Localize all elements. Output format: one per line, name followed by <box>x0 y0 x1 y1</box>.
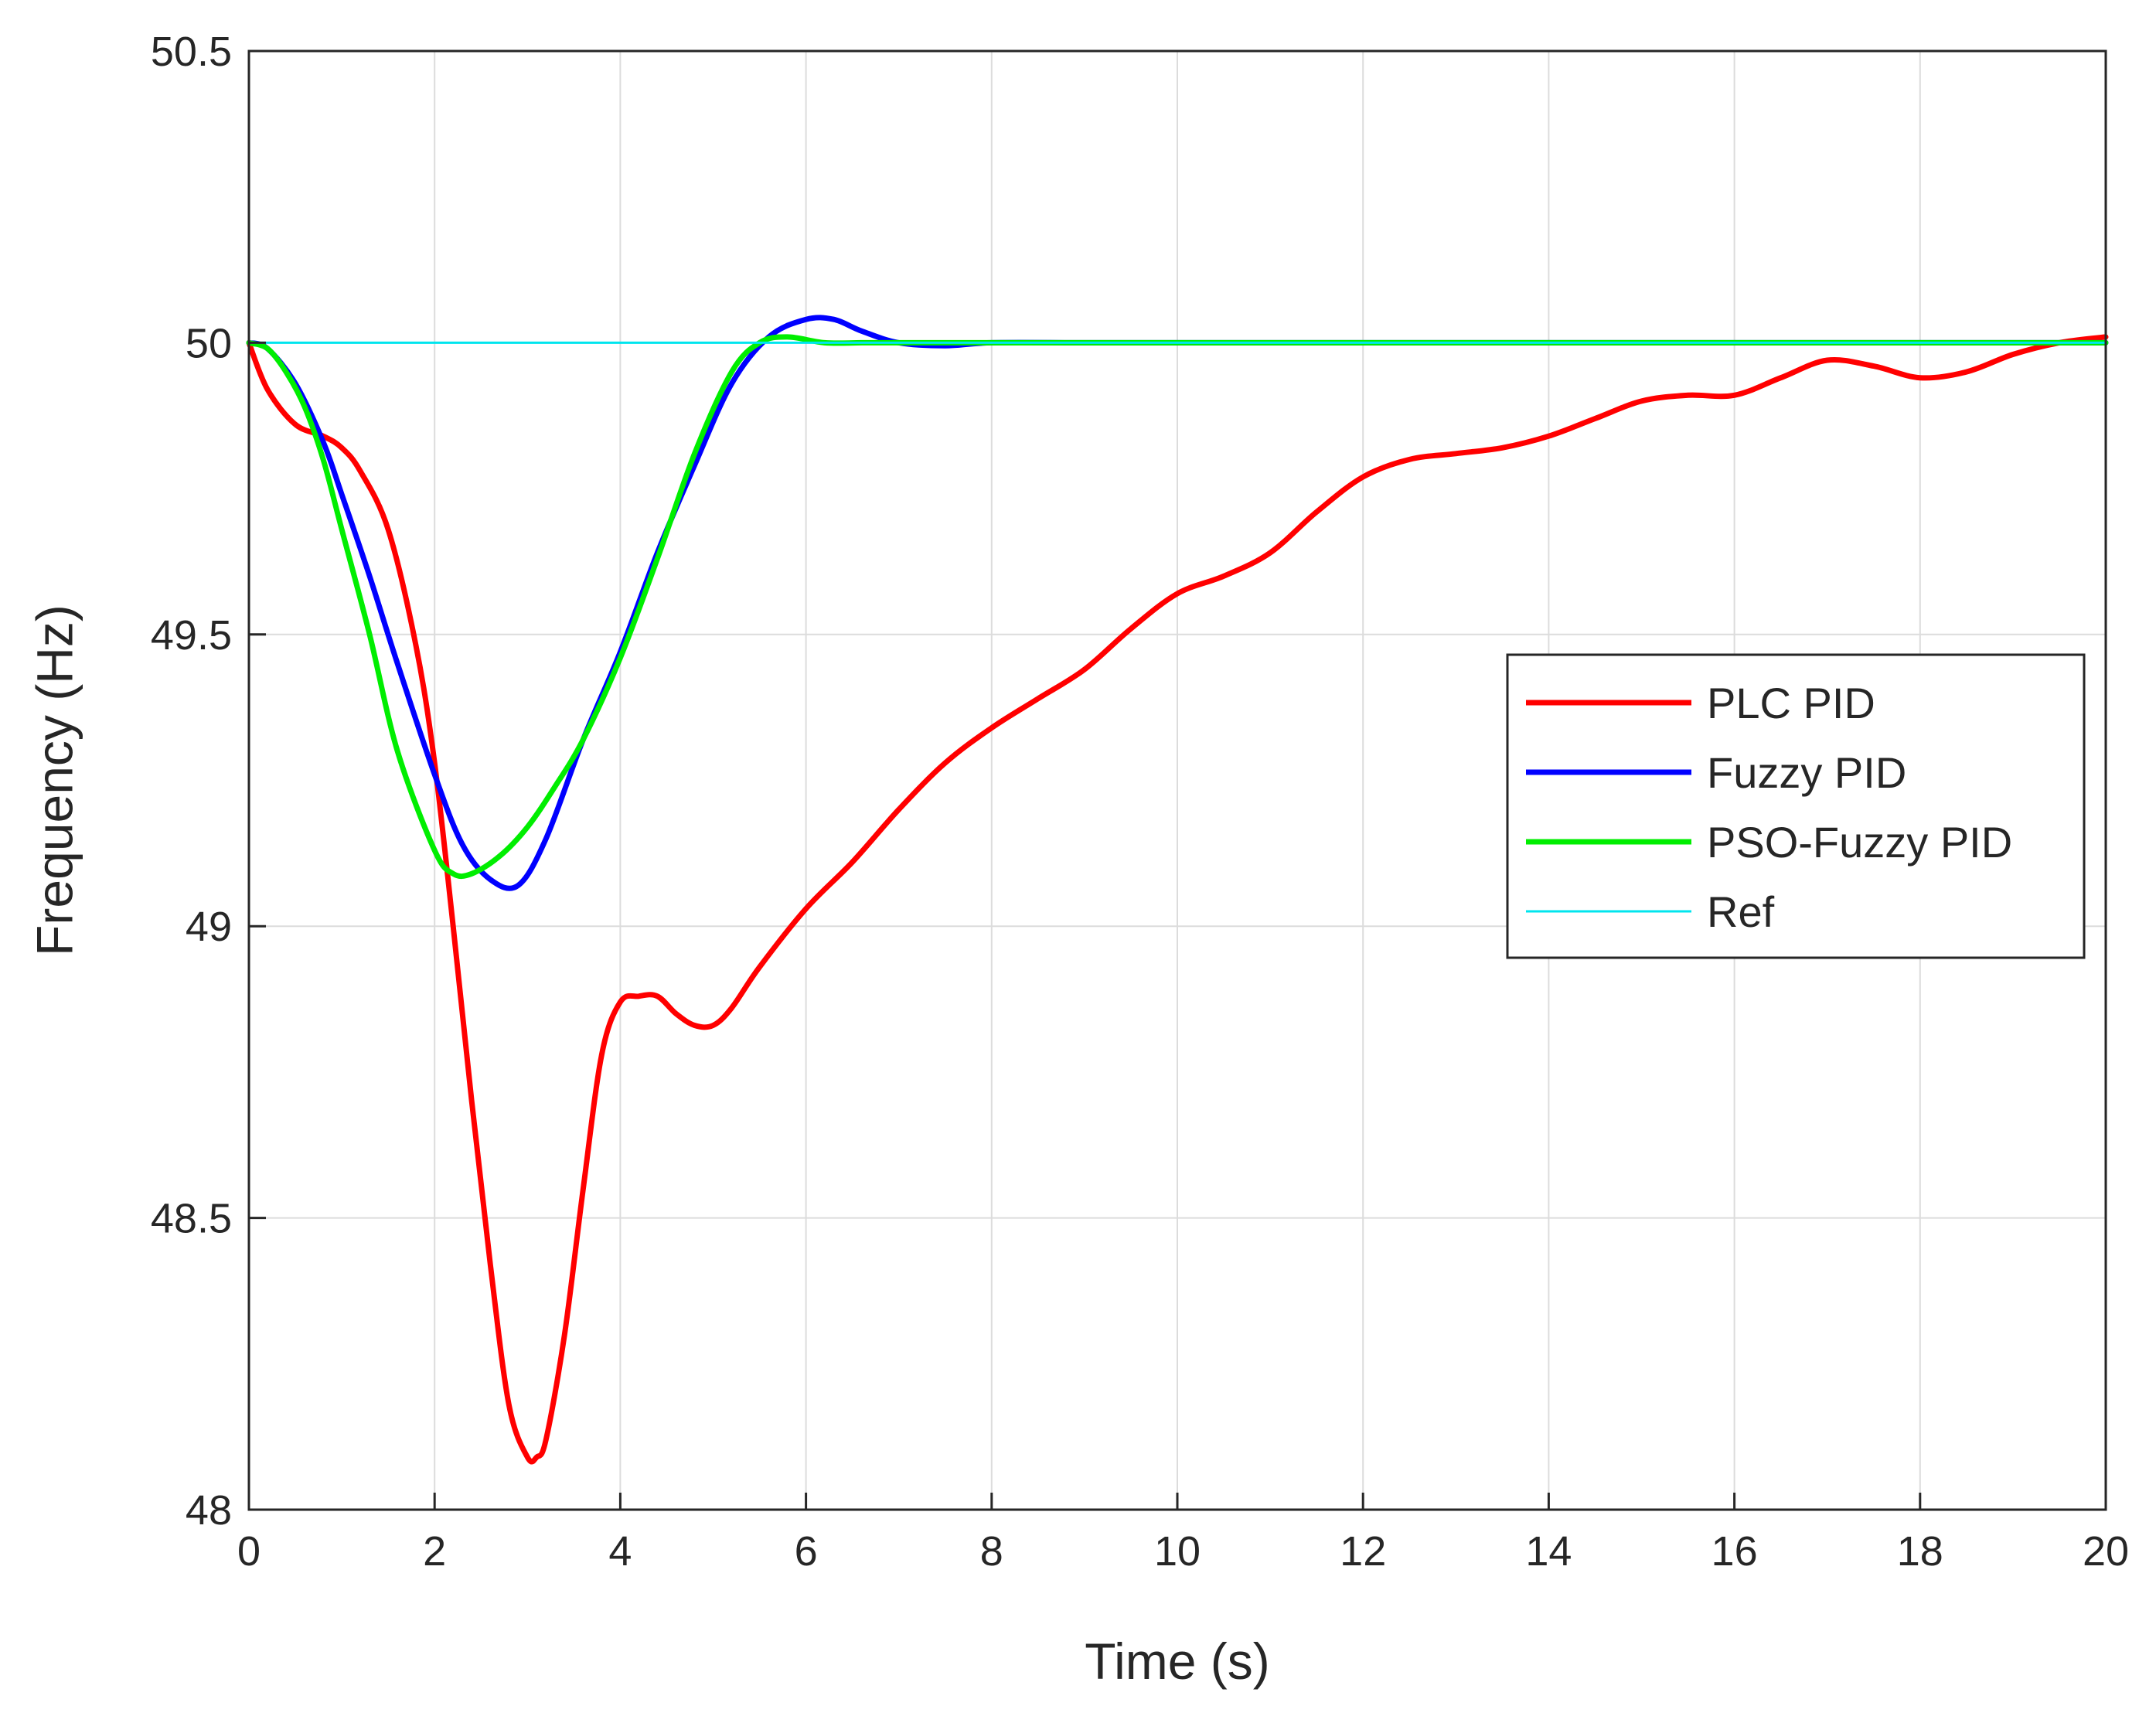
x-tick-label: 2 <box>423 1528 446 1575</box>
y-tick-label: 49.5 <box>151 612 232 659</box>
y-tick-label: 48.5 <box>151 1196 232 1242</box>
x-tick-label: 4 <box>608 1528 632 1575</box>
y-tick-label: 48 <box>186 1487 232 1534</box>
axis-ticks <box>247 49 2107 1511</box>
legend-label: Ref <box>1707 887 1775 936</box>
y-tick-label: 50.5 <box>151 29 232 75</box>
x-tick-label: 20 <box>2083 1528 2129 1575</box>
x-tick-label: 10 <box>1154 1528 1201 1575</box>
series-lines <box>246 315 2109 1465</box>
legend: PLC PID Fuzzy PID PSO-Fuzzy PID Ref <box>1506 653 2086 959</box>
legend-label: Fuzzy PID <box>1707 748 1906 797</box>
x-tick-label: 18 <box>1897 1528 1943 1575</box>
y-tick-label: 49 <box>186 904 232 950</box>
series-line-plc-pid <box>246 334 2109 1465</box>
x-tick-label: 6 <box>795 1528 818 1575</box>
legend-label: PLC PID <box>1707 679 1875 727</box>
x-tick-label: 16 <box>1712 1528 1758 1575</box>
x-tick-label: 12 <box>1340 1528 1386 1575</box>
x-tick-label: 0 <box>237 1528 261 1575</box>
x-tick-label: 14 <box>1525 1528 1572 1575</box>
x-tick-label: 8 <box>980 1528 1003 1575</box>
tick-labels: 0 2 4 6 8 10 12 14 16 18 20 48 48.5 49 49.5 50 50.5 <box>151 29 2129 1575</box>
x-axis-title: Time (s) <box>1085 1633 1270 1690</box>
y-tick-label: 50 <box>186 320 232 366</box>
legend-label: PSO-Fuzzy PID <box>1707 818 2012 867</box>
y-axis-title: Frequency (Hz) <box>26 604 83 956</box>
